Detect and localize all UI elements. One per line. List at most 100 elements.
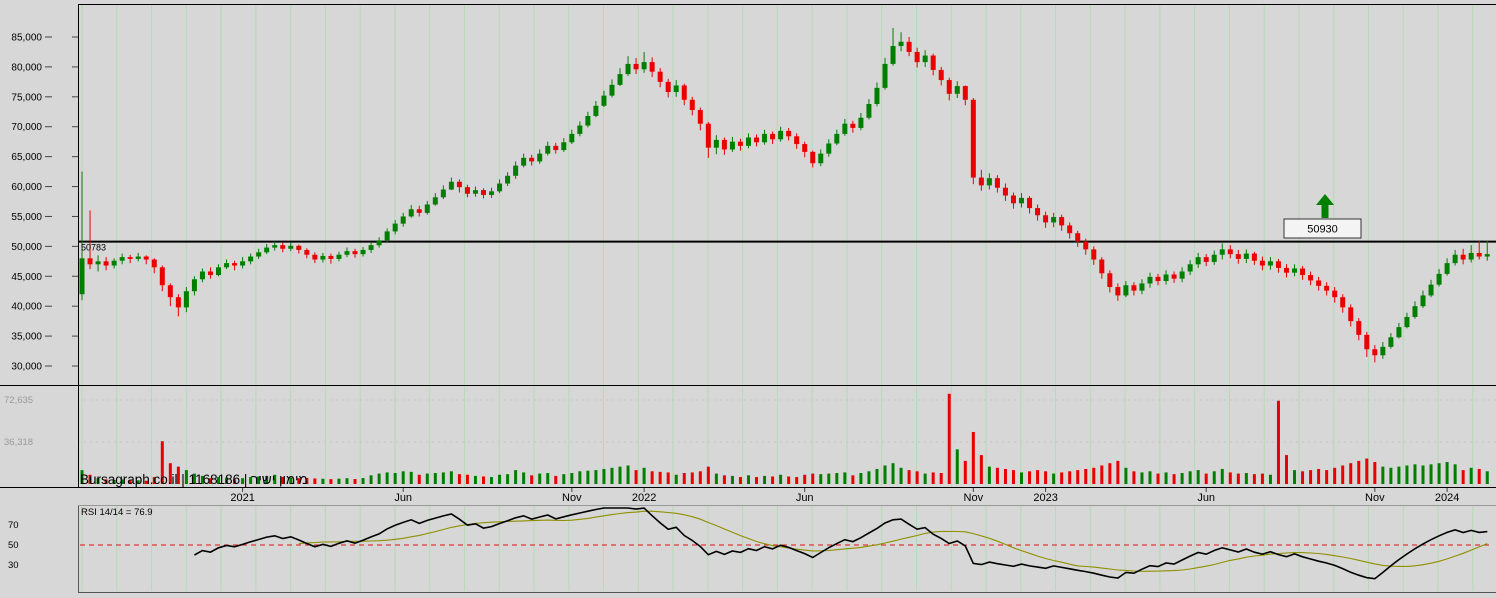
candle [1235,254,1241,259]
candle [866,103,872,118]
candle [1107,273,1113,288]
volume-bar [1477,468,1481,484]
volume-bar [1293,470,1297,484]
volume-bar [88,474,92,484]
candle [930,55,936,70]
volume-bar [1301,471,1305,484]
volume-bar [1437,463,1441,484]
candle [1275,261,1281,268]
candle [1468,252,1474,260]
volume-bar [457,474,461,484]
rsi-signal-line [298,510,1488,572]
volume-bar [891,463,895,484]
volume-bar [827,473,831,484]
candle [561,142,567,151]
candle [513,165,519,176]
candlestick-series [79,28,1490,363]
x-axis-label: 2022 [632,492,656,504]
candle [521,157,527,166]
volume-bar [594,470,598,484]
volume-bar [1011,470,1015,484]
rsi-series [80,507,1492,580]
price-axis-tick: 55,000 [11,212,42,223]
volume-bar [1333,467,1337,484]
price-axis-tick: 60,000 [11,182,42,193]
volume-bar [634,470,638,484]
candle [778,130,784,140]
candle [625,63,631,75]
candle [392,223,398,232]
volume-bar [787,476,791,484]
volume-bar [1349,463,1353,484]
volume-bar [128,480,132,484]
candle [1187,264,1193,272]
volume-bar [907,470,911,484]
candle [1476,252,1482,257]
volume-bar [1357,460,1361,484]
volume-bar [80,470,84,484]
candle [95,261,101,265]
volume-bar [192,473,196,484]
candle [1300,268,1306,276]
candle [472,190,478,194]
candle [818,153,824,164]
rsi-label: RSI 14/14 = 76.9 [81,507,153,518]
candle [1452,254,1458,264]
candle [689,99,695,110]
volume-bar [995,467,999,484]
volume-series [80,393,1489,484]
volume-bar [321,478,325,484]
candle [537,153,543,162]
candle [167,285,173,298]
volume-bar [939,473,943,484]
volume-bar [1196,470,1200,484]
candle [151,259,157,268]
candle [1316,280,1322,286]
volume-bar [1003,468,1007,484]
x-axis-label: Jun [394,492,412,504]
volume-bar [345,478,349,484]
volume-bar [1373,462,1377,484]
candle [585,115,591,126]
candle [617,74,623,85]
candle [216,267,222,276]
candle [1428,284,1434,296]
panel-frame [0,4,1496,593]
candle [553,145,559,151]
volume-bar [425,473,429,484]
candle [729,141,735,150]
volume-bar [1421,465,1425,484]
volume-bar [401,471,405,484]
candle [1043,215,1049,223]
volume-bar [1220,468,1224,484]
candle [906,41,912,52]
candle [1388,337,1394,347]
candle [1332,290,1338,298]
volume-bar [1413,464,1417,484]
price-axis-tick: 80,000 [11,62,42,73]
volume-bar [851,475,855,484]
volume-bar [1445,462,1449,484]
volume-bar [289,477,293,484]
volume-bar [152,477,156,484]
volume-bar [883,465,887,484]
volume-bar [514,470,518,484]
candle [633,63,639,70]
volume-bar [698,471,702,484]
candle [858,117,864,128]
candle [1027,197,1033,209]
volume-bar [875,468,879,484]
x-axis-label: 2021 [230,492,254,504]
volume-bar [1429,464,1433,484]
volume-bar [417,474,421,484]
volume-bar [650,471,654,484]
candle [1155,276,1161,282]
candle [874,87,880,104]
candle [312,254,318,260]
candle [1380,346,1386,356]
candle [320,255,326,260]
volume-bar [658,471,662,484]
volume-bar [377,473,381,484]
volume-axis-tick: 36,318 [4,437,33,448]
volume-bar [1140,472,1144,484]
